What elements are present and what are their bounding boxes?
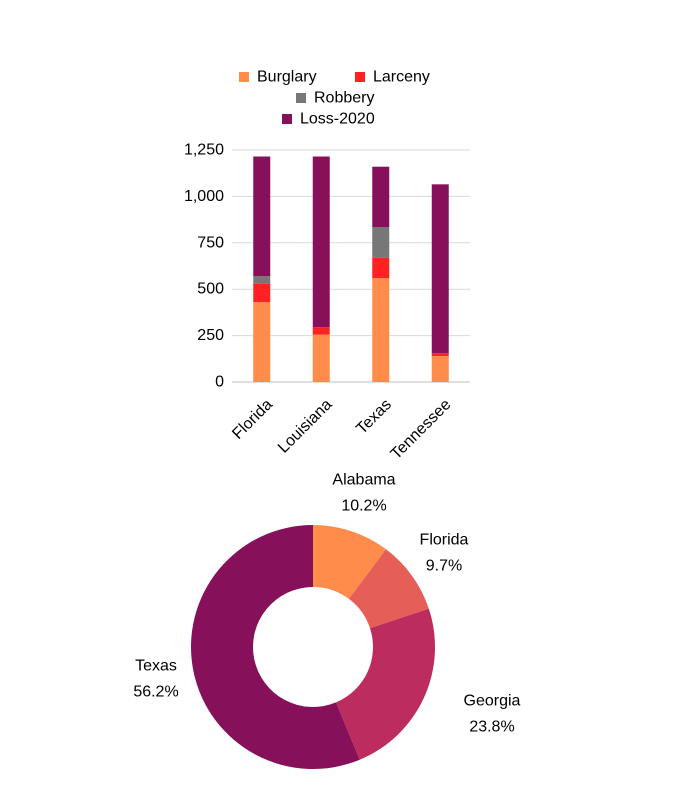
legend-swatch-larceny: [355, 72, 365, 82]
bar-segment-texas-robbery: [372, 227, 390, 258]
x-tick-label: Florida: [229, 396, 276, 443]
slice-label: Texas: [135, 658, 177, 675]
bar-segment-texas-loss-2020: [372, 166, 390, 228]
bar-segment-tennessee-burglary: [431, 356, 449, 382]
slice-label: Alabama: [332, 472, 395, 489]
bar-segment-louisiana-loss-2020: [312, 156, 330, 328]
slice-percent: 23.8%: [469, 719, 514, 736]
y-tick-label: 1,000: [184, 188, 224, 205]
donut-slice-florida: [348, 549, 429, 629]
legend-swatch-burglary: [239, 72, 249, 82]
bar-segment-florida-larceny: [253, 283, 271, 303]
bar-segment-louisiana-burglary: [312, 334, 330, 382]
y-tick-label: 750: [197, 234, 224, 251]
bar-segment-tennessee-larceny: [431, 353, 449, 357]
x-tick-label: Texas: [353, 396, 395, 438]
bar-segment-louisiana-larceny: [312, 327, 330, 335]
donut-slice-georgia: [335, 608, 435, 760]
slice-percent: 56.2%: [133, 684, 178, 701]
slice-percent: 10.2%: [341, 498, 386, 515]
slice-label: Georgia: [464, 693, 521, 710]
bar-segment-florida-robbery: [253, 276, 271, 284]
bar-segment-tennessee-loss-2020: [431, 184, 449, 354]
donut-slice-texas: [190, 525, 360, 769]
slice-percent: 9.7%: [426, 558, 462, 575]
x-tick-label: Louisiana: [275, 396, 336, 457]
slice-label: Florida: [420, 532, 469, 549]
bar-segment-texas-burglary: [372, 278, 390, 382]
legend-swatch-loss-2020: [282, 114, 292, 124]
bar-segment-florida-loss-2020: [253, 156, 271, 277]
legend-label: Burglary: [257, 69, 317, 86]
bar-segment-texas-larceny: [372, 257, 390, 279]
x-tick-label: Tennessee: [388, 396, 455, 463]
stacked-bar-chart: Burglary Larceny Robbery Loss-2020 0 250 500 75…: [184, 69, 470, 463]
y-tick-label: 500: [197, 281, 224, 298]
y-tick-label: 250: [197, 327, 224, 344]
bar-segment-florida-burglary: [253, 302, 271, 382]
donut-slice-alabama: [313, 525, 387, 599]
y-tick-label: 1,250: [184, 142, 224, 159]
legend-label: Loss-2020: [300, 111, 375, 128]
donut-chart: Alabama 10.2% Florida 9.7% Georgia 23.8% Texas…: [133, 472, 521, 769]
legend-label: Robbery: [314, 90, 374, 107]
y-tick-label: 0: [215, 374, 224, 391]
legend-swatch-robbery: [296, 93, 306, 103]
legend-label: Larceny: [373, 69, 430, 86]
